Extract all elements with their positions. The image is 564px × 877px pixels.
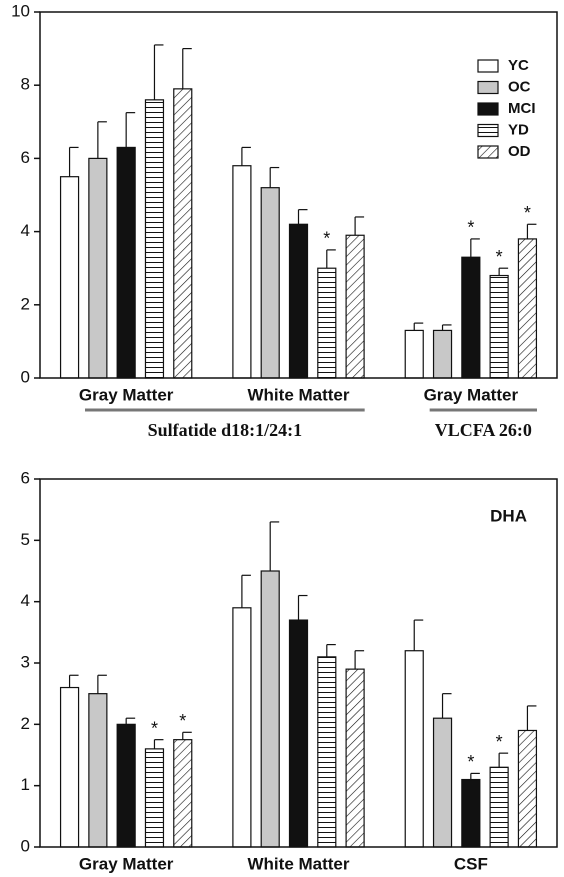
plot-frame [39,11,558,379]
bar [116,723,136,848]
x-tick-label: CSF [454,854,488,873]
legend-label: YD [508,121,529,138]
legend-swatch [477,123,499,138]
significance-mark: * [467,752,474,772]
significance-mark: * [179,711,186,731]
y-tick-label: 10 [11,1,30,20]
x-tick-label: White Matter [248,385,350,404]
bar [144,748,165,848]
y-tick-label: 6 [21,148,30,167]
bar [144,99,165,379]
y-tick-label: 1 [21,775,30,794]
bar [288,619,309,848]
y-tick-label: 4 [21,591,30,610]
bar [260,570,280,848]
bar [173,739,193,848]
y-tick-label: 4 [21,221,30,240]
y-tick-label: 0 [21,367,30,386]
bar [345,234,365,379]
y-tick-label: 2 [21,714,30,733]
bar [88,157,108,379]
y-tick-label: 8 [21,75,30,94]
legend-label: OC [508,78,531,95]
bar [88,693,108,848]
legend-label: YC [508,57,529,74]
bar [461,256,481,379]
y-tick-label: 2 [21,294,30,313]
bar [432,329,453,379]
bar [116,146,136,379]
bar [489,274,509,379]
bar [232,607,252,848]
legend-swatch [477,145,499,159]
bar [489,766,509,848]
bar [517,729,538,848]
significance-mark: * [496,247,503,267]
bar [173,88,193,379]
legend-label: MCI [508,100,536,117]
bar [232,165,252,379]
y-tick-label: 5 [21,530,30,549]
x-tick-label: Gray Matter [79,854,174,873]
significance-mark: * [524,203,531,223]
legend-swatch [477,80,499,95]
bar [288,223,309,379]
panel-label: DHA [490,506,527,525]
x-tick-label: White Matter [248,854,350,873]
x-tick-label: Gray Matter [79,385,174,404]
bar [59,176,80,379]
y-tick-label: 0 [21,836,30,855]
group-label: VLCFA 26:0 [435,420,532,440]
bar [404,650,424,848]
bar [404,329,424,379]
legend-swatch [477,59,499,73]
bar [345,668,365,848]
y-tick-label: 3 [21,652,30,671]
bar [317,267,337,379]
bar [461,778,481,848]
significance-mark: * [467,218,474,238]
bar [59,686,80,848]
bar [432,717,453,848]
x-tick-label: Gray Matter [424,385,519,404]
legend-label: OD [508,143,531,160]
plot-frame [39,478,558,848]
significance-mark: * [496,732,503,752]
bar [517,238,538,379]
significance-mark: * [323,229,330,249]
bar [260,187,280,379]
bar [317,656,337,848]
significance-mark: * [151,718,158,738]
legend-swatch [477,102,499,116]
y-tick-label: 6 [21,468,30,487]
group-label: Sulfatide d18:1/24:1 [148,420,303,440]
